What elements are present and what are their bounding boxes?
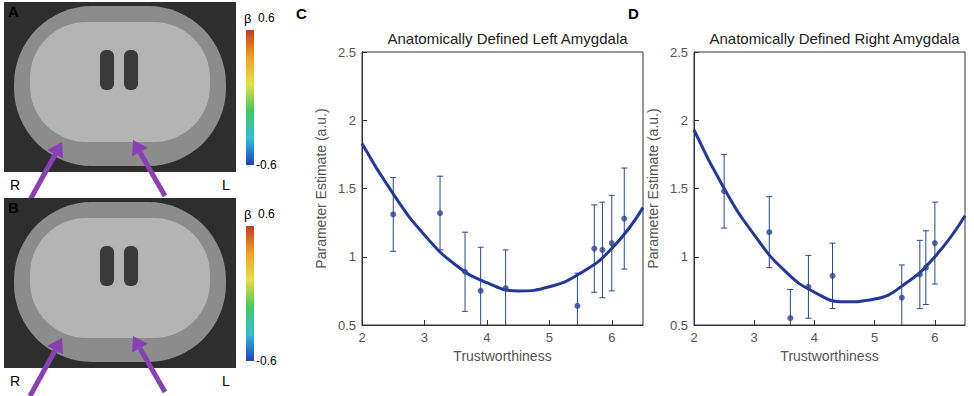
svg-text:2: 2 <box>358 330 365 345</box>
svg-text:2.5: 2.5 <box>338 45 356 60</box>
svg-text:B: B <box>8 199 19 216</box>
svg-text:2: 2 <box>349 113 356 128</box>
svg-text:5: 5 <box>546 330 553 345</box>
svg-text:β: β <box>244 207 251 222</box>
svg-text:3: 3 <box>421 330 428 345</box>
svg-text:L: L <box>222 373 230 389</box>
svg-text:0.6: 0.6 <box>258 207 275 221</box>
svg-text:β: β <box>244 11 251 26</box>
svg-text:2: 2 <box>690 330 697 345</box>
svg-text:-0.6: -0.6 <box>256 354 277 368</box>
svg-text:Parameter Estimate (a.u.): Parameter Estimate (a.u.) <box>645 108 661 268</box>
svg-text:1.5: 1.5 <box>338 181 356 196</box>
svg-text:A: A <box>8 3 19 20</box>
svg-text:5: 5 <box>871 330 878 345</box>
svg-text:Anatomically Defined Right Amy: Anatomically Defined Right Amygdala <box>709 30 960 47</box>
svg-text:Trustworthiness: Trustworthiness <box>780 348 878 364</box>
svg-text:2.5: 2.5 <box>670 45 688 60</box>
svg-text:6: 6 <box>608 330 615 345</box>
svg-text:0.5: 0.5 <box>338 318 356 333</box>
svg-text:2: 2 <box>681 113 688 128</box>
svg-text:3: 3 <box>751 330 758 345</box>
svg-text:Trustworthiness: Trustworthiness <box>453 348 551 364</box>
svg-text:L: L <box>222 177 230 193</box>
svg-text:R: R <box>10 177 20 193</box>
svg-text:Parameter Estimate (a.u.): Parameter Estimate (a.u.) <box>313 108 329 268</box>
svg-text:4: 4 <box>811 330 818 345</box>
svg-text:C: C <box>296 5 307 22</box>
svg-text:D: D <box>628 5 639 22</box>
svg-text:1: 1 <box>349 249 356 264</box>
svg-text:-0.6: -0.6 <box>256 158 277 172</box>
svg-text:0.6: 0.6 <box>258 11 275 25</box>
svg-text:6: 6 <box>931 330 938 345</box>
svg-text:1.5: 1.5 <box>670 181 688 196</box>
svg-text:R: R <box>10 373 20 389</box>
svg-text:4: 4 <box>483 330 490 345</box>
svg-text:0.5: 0.5 <box>670 318 688 333</box>
svg-text:1: 1 <box>681 249 688 264</box>
svg-text:Anatomically Defined Left Amyg: Anatomically Defined Left Amygdala <box>387 30 628 47</box>
